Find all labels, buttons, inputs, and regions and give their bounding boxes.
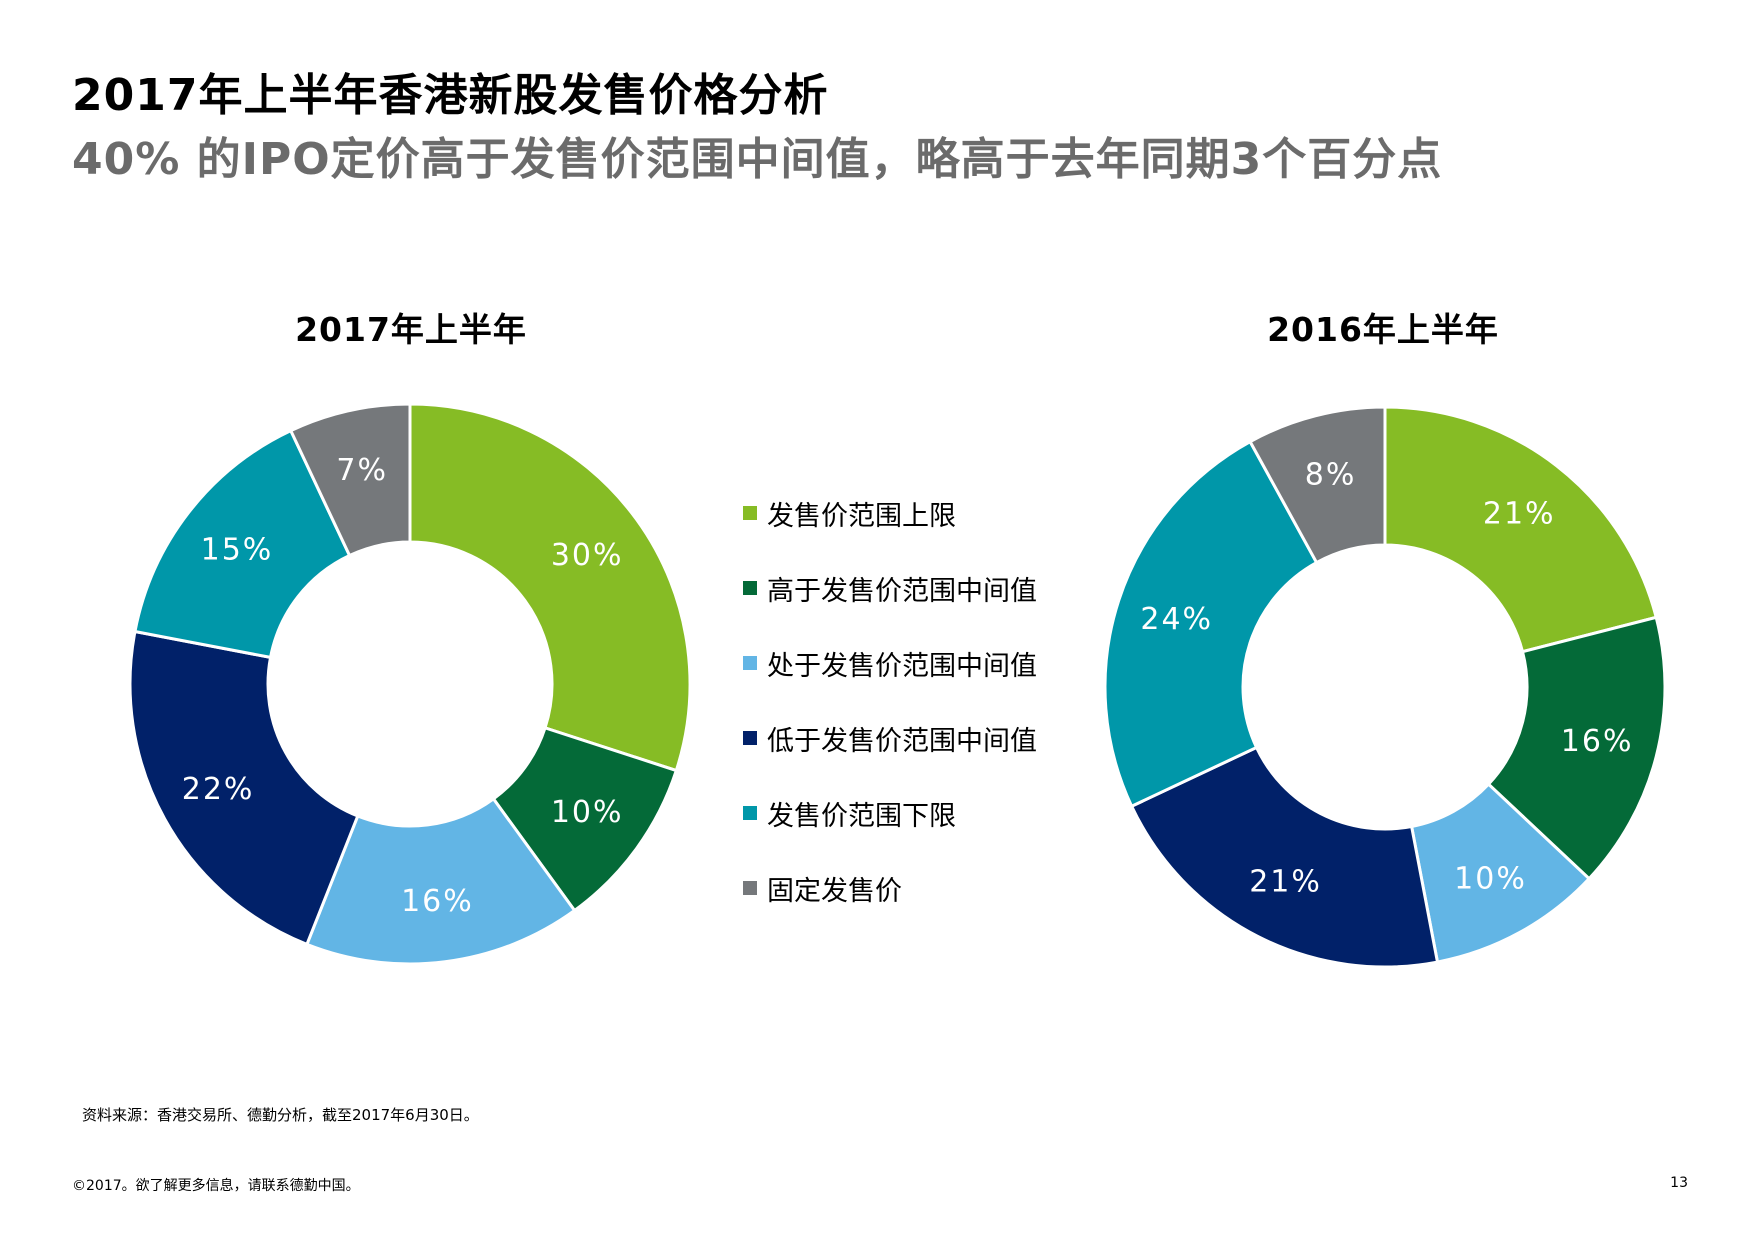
slice-value-label: 22% [182, 772, 255, 807]
slice-value-label: 8% [1305, 457, 1357, 492]
page-title: 2017年上半年香港新股发售价格分析 [72, 70, 829, 121]
legend-swatch [743, 731, 757, 745]
donut-slice [1103, 439, 1319, 809]
donut-slice [288, 402, 412, 558]
legend-label: 发售价范围下限 [767, 800, 956, 832]
legend-label: 固定发售价 [767, 875, 902, 907]
legend-item: 发售价范围下限 [743, 793, 956, 833]
legend-item: 处于发售价范围中间值 [743, 643, 1037, 683]
legend-label: 低于发售价范围中间值 [767, 725, 1037, 757]
slice-value-label: 16% [401, 884, 474, 919]
donut-slice [1129, 745, 1440, 969]
slice-value-label: 21% [1483, 496, 1556, 531]
legend-item: 发售价范围上限 [743, 493, 956, 533]
legend-swatch [743, 881, 757, 895]
legend-swatch [743, 506, 757, 520]
slice-value-label: 10% [551, 795, 624, 830]
slice-value-label: 24% [1140, 602, 1213, 637]
slice-value-label: 21% [1249, 865, 1322, 900]
legend-label: 发售价范围上限 [767, 500, 956, 532]
page-subtitle: 40% 的IPO定价高于发售价范围中间值，略高于去年同期3个百分点 [72, 134, 1443, 185]
legend-swatch [743, 806, 757, 820]
legend-label: 处于发售价范围中间值 [767, 650, 1037, 682]
donut-slice [128, 629, 360, 947]
chart-title-2016: 2016年上半年 [1267, 310, 1499, 349]
slice-value-label: 10% [1454, 861, 1527, 896]
legend-item: 固定发售价 [743, 868, 902, 908]
slice-value-label: 15% [201, 532, 274, 567]
donut-slice [1383, 405, 1659, 654]
donut-slice [133, 428, 352, 660]
legend-item: 高于发售价范围中间值 [743, 568, 1037, 608]
donut-slice [408, 402, 692, 773]
page-number: 13 [1670, 1175, 1688, 1191]
legend-swatch [743, 656, 757, 670]
chart-title-2017: 2017年上半年 [295, 310, 527, 349]
legend-item: 低于发售价范围中间值 [743, 718, 1037, 758]
donut-slice [1248, 405, 1387, 565]
donut-slice [304, 796, 577, 966]
legend-swatch [743, 581, 757, 595]
source-note: 资料来源：香港交易所、德勤分析，截至2017年6月30日。 [82, 1106, 479, 1124]
slice-value-label: 16% [1561, 724, 1634, 759]
slice-value-label: 7% [336, 453, 388, 488]
legend-label: 高于发售价范围中间值 [767, 575, 1037, 607]
donut-slice [1486, 615, 1667, 881]
footer-copyright: ©2017。欲了解更多信息，请联系德勤中国。 [72, 1178, 360, 1194]
slice-value-label: 30% [551, 538, 624, 573]
